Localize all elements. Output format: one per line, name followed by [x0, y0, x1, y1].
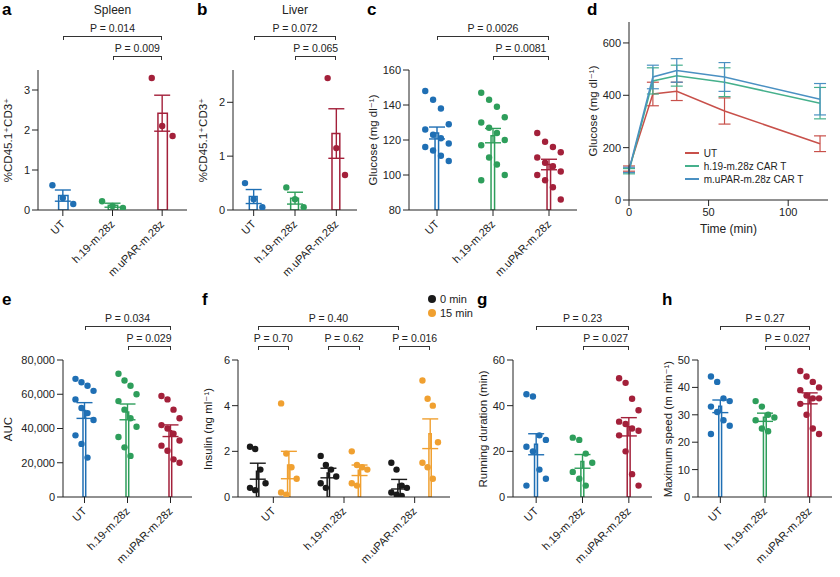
html-text:P = 0.027: P = 0.027	[583, 332, 629, 344]
html-text:UT: UT	[703, 147, 718, 159]
svg-text:0: 0	[24, 204, 30, 216]
html-text:g: g	[477, 290, 488, 309]
svg-text:2: 2	[224, 445, 230, 457]
html-text:Glucose (mg dl⁻¹): Glucose (mg dl⁻¹)	[587, 65, 599, 157]
svg-text:UT: UT	[522, 505, 541, 524]
svg-text:20,000: 20,000	[21, 457, 55, 469]
svg-text:100: 100	[383, 169, 401, 181]
html-text:c: c	[367, 0, 377, 19]
html-text:Maximum speed (m min⁻¹): Maximum speed (m min⁻¹)	[662, 360, 674, 497]
svg-text:h.19-m.28z: h.19-m.28z	[450, 218, 497, 265]
svg-text:h.19-m.28z: h.19-m.28z	[539, 505, 586, 552]
svg-text:160: 160	[383, 64, 401, 76]
svg-text:0: 0	[219, 204, 225, 216]
svg-text:20: 20	[493, 445, 505, 457]
svg-text:h.19-m.28z: h.19-m.28z	[722, 505, 769, 552]
html-text:P = 0.23: P = 0.23	[562, 312, 603, 324]
html-text:h.19-m.28z CAR T: h.19-m.28z CAR T	[703, 160, 787, 172]
html-text:P = 0.027: P = 0.027	[764, 332, 810, 344]
html-text:Glucose (mg dl⁻¹): Glucose (mg dl⁻¹)	[367, 94, 379, 186]
html-text:d: d	[587, 0, 598, 19]
html-text:Time (min): Time (min)	[700, 222, 757, 236]
svg-text:0: 0	[499, 491, 505, 503]
svg-text:1: 1	[219, 150, 225, 162]
svg-text:m.uPAR-m.28z: m.uPAR-m.28z	[753, 505, 814, 566]
html-text:15 min: 15 min	[440, 307, 473, 319]
svg-text:3: 3	[24, 84, 30, 96]
svg-text:0: 0	[615, 194, 621, 206]
svg-text:4: 4	[224, 400, 230, 412]
svg-text:UT: UT	[70, 505, 89, 524]
svg-text:80: 80	[389, 204, 401, 216]
svg-text:40: 40	[493, 400, 505, 412]
svg-text:0: 0	[626, 206, 632, 218]
svg-text:UT: UT	[422, 218, 441, 237]
svg-text:10: 10	[678, 464, 690, 476]
svg-text:0: 0	[49, 491, 55, 503]
html-text:P = 0.072: P = 0.072	[272, 22, 318, 34]
html-text:P = 0.016: P = 0.016	[392, 332, 438, 344]
svg-text:50: 50	[702, 206, 714, 218]
html-text:P = 0.014: P = 0.014	[90, 22, 135, 34]
html-text:f: f	[202, 290, 208, 309]
html-text:P = 0.62: P = 0.62	[324, 332, 364, 344]
html-text:Insulin (ng ml⁻¹): Insulin (ng ml⁻¹)	[202, 387, 214, 470]
svg-text:1: 1	[24, 164, 30, 176]
html-text:P = 0.009: P = 0.009	[114, 42, 160, 54]
svg-text:100: 100	[779, 206, 797, 218]
svg-text:200: 200	[603, 142, 621, 154]
svg-text:0: 0	[684, 491, 690, 503]
svg-text:6: 6	[224, 354, 230, 366]
svg-text:h.19-m.28z: h.19-m.28z	[301, 505, 348, 552]
html-text:P = 0.029: P = 0.029	[126, 332, 172, 344]
html-text:Running duration (min): Running duration (min)	[477, 370, 489, 487]
html-text:P = 0.40: P = 0.40	[308, 312, 349, 324]
svg-text:80,000: 80,000	[21, 354, 55, 366]
html-text:P = 0.0026: P = 0.0026	[467, 22, 519, 34]
html-text:e: e	[2, 290, 12, 309]
svg-text:m.uPAR-m.28z: m.uPAR-m.28z	[572, 505, 633, 566]
svg-text:UT: UT	[48, 218, 67, 237]
svg-text:30: 30	[678, 409, 690, 421]
svg-text:50: 50	[678, 354, 690, 366]
svg-text:0: 0	[224, 491, 230, 503]
svg-text:m.uPAR-m.28z: m.uPAR-m.28z	[280, 218, 341, 279]
html-text:P = 0.034: P = 0.034	[105, 312, 150, 324]
html-text:P = 0.70: P = 0.70	[253, 332, 293, 344]
svg-text:UT: UT	[706, 505, 725, 524]
html-text:m.uPAR-m.28z CAR T: m.uPAR-m.28z CAR T	[703, 173, 804, 185]
svg-text:2: 2	[219, 96, 225, 108]
html-text:%CD45.1⁺CD3⁺: %CD45.1⁺CD3⁺	[2, 97, 14, 183]
html-text:0 min: 0 min	[440, 293, 467, 305]
svg-text:120: 120	[383, 134, 401, 146]
svg-text:m.uPAR-m.28z: m.uPAR-m.28z	[358, 505, 419, 566]
svg-text:h.19-m.28z: h.19-m.28z	[84, 504, 132, 553]
html-text:P = 0.27: P = 0.27	[745, 312, 785, 324]
svg-text:60,000: 60,000	[21, 388, 55, 400]
svg-text:UT: UT	[259, 505, 278, 524]
svg-text:m.uPAR-m.28z: m.uPAR-m.28z	[493, 218, 554, 279]
html-text:AUC: AUC	[2, 416, 14, 441]
html-text:P = 0.065: P = 0.065	[293, 42, 339, 54]
svg-text:UT: UT	[239, 218, 258, 237]
svg-text:40,000: 40,000	[21, 422, 55, 434]
svg-text:m.uPAR-m.28z: m.uPAR-m.28z	[114, 505, 175, 566]
html-text:Liver: Liver	[282, 3, 308, 17]
html-text:b: b	[197, 0, 208, 19]
svg-text:2: 2	[24, 124, 30, 136]
svg-text:400: 400	[603, 89, 621, 101]
html-text:%CD45.1⁺CD3⁺: %CD45.1⁺CD3⁺	[197, 97, 209, 183]
svg-text:20: 20	[678, 436, 690, 448]
svg-text:m.uPAR-m.28z: m.uPAR-m.28z	[106, 218, 167, 279]
svg-text:40: 40	[678, 381, 690, 393]
svg-text:h.19-m.28z: h.19-m.28z	[251, 217, 300, 266]
html-text:h: h	[662, 290, 673, 309]
html-text:Spleen: Spleen	[93, 3, 132, 17]
svg-text:600: 600	[603, 37, 621, 49]
svg-text:h.19-m.28z: h.19-m.28z	[69, 218, 116, 265]
html-text:P = 0.0081: P = 0.0081	[495, 42, 547, 54]
svg-text:60: 60	[493, 354, 505, 366]
svg-text:140: 140	[383, 99, 401, 111]
html-text:a: a	[2, 0, 12, 19]
